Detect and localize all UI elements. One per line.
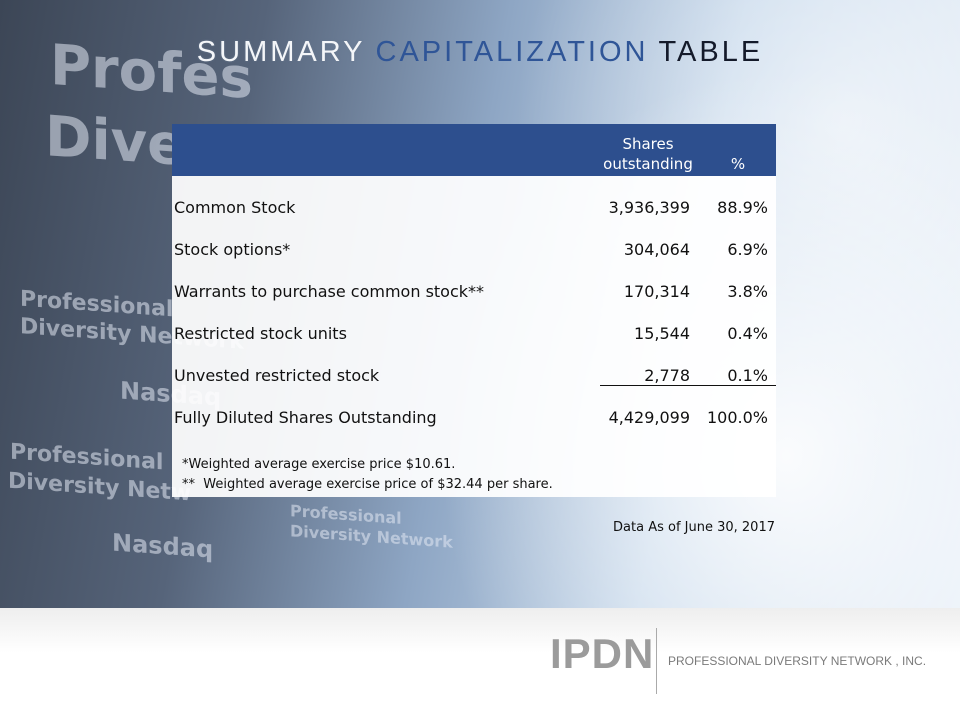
- logo: IPDN: [550, 630, 655, 677]
- column-header: Shares outstanding: [603, 135, 693, 173]
- percent-value: 3.8%: [727, 282, 768, 301]
- slide-title: SUMMARY CAPITALIZATION TABLE: [0, 36, 960, 69]
- row-label: Unvested restricted stock: [174, 366, 380, 385]
- percent-value: 88.9%: [717, 198, 768, 217]
- percent-value: 100.0%: [706, 408, 768, 427]
- column-header: %: [730, 155, 746, 173]
- row-label: Stock options*: [174, 240, 291, 259]
- percent-value: 6.9%: [727, 240, 768, 259]
- total-rule: [600, 385, 776, 386]
- cap-table: Shares outstanding% Common Stock 3,936,399…: [172, 124, 776, 497]
- signage-text: Diversity Netw: [8, 468, 192, 507]
- shares-value: 15,544: [634, 324, 690, 343]
- shares-value: 3,936,399: [608, 198, 690, 217]
- percent-value: 0.1%: [727, 366, 768, 385]
- signage-text: Nasdaq: [112, 528, 214, 564]
- row-label: Fully Diluted Shares Outstanding: [174, 408, 437, 427]
- row-label: Restricted stock units: [174, 324, 347, 343]
- row-label: Warrants to purchase common stock**: [174, 282, 485, 301]
- title-word: TABLE: [658, 36, 764, 68]
- shares-value: 2,778: [644, 366, 690, 385]
- logo-divider: [656, 628, 657, 694]
- company-name: PROFESSIONAL DIVERSITY NETWORK , INC.: [668, 654, 927, 668]
- data-date-note: Data As of June 30, 2017: [613, 520, 775, 535]
- footnote: *Weighted average exercise price $10.61.: [182, 457, 456, 472]
- table-header: Shares outstanding%: [172, 124, 776, 176]
- shares-value: 170,314: [623, 282, 690, 301]
- title-word: SUMMARY: [196, 36, 366, 68]
- footer: IPDN PROFESSIONAL DIVERSITY NETWORK , INC…: [0, 608, 960, 720]
- percent-value: 0.4%: [727, 324, 768, 343]
- shares-value: 4,429,099: [608, 408, 690, 427]
- shares-value: 304,064: [623, 240, 690, 259]
- title-word: CAPITALIZATION: [375, 36, 649, 68]
- row-label: Common Stock: [174, 198, 296, 217]
- footnote: ** Weighted average exercise price of $3…: [182, 477, 553, 492]
